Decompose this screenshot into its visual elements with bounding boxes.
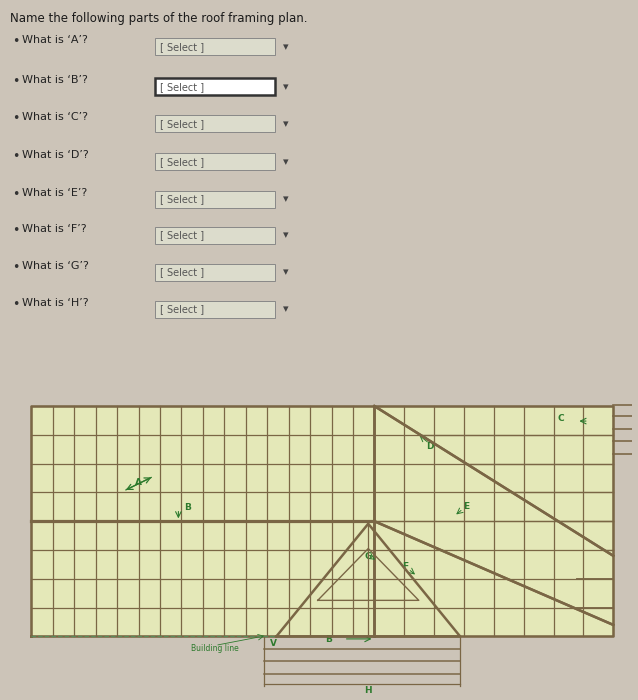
Text: A: A xyxy=(135,478,142,487)
Text: Building line: Building line xyxy=(191,645,239,653)
Text: What is ‘D’?: What is ‘D’? xyxy=(22,150,89,160)
Text: B: B xyxy=(184,503,191,512)
Text: ▾: ▾ xyxy=(283,41,288,52)
Text: •: • xyxy=(12,223,19,237)
Text: •: • xyxy=(12,260,19,274)
Text: •: • xyxy=(12,188,19,200)
Text: What is ‘H’?: What is ‘H’? xyxy=(22,298,89,308)
Text: [ Select ]: [ Select ] xyxy=(160,230,204,240)
Bar xyxy=(155,78,275,95)
Text: [ Select ]: [ Select ] xyxy=(160,82,204,92)
Bar xyxy=(155,227,275,244)
Text: What is ‘E’?: What is ‘E’? xyxy=(22,188,87,197)
Text: E: E xyxy=(463,502,470,511)
Text: [ Select ]: [ Select ] xyxy=(160,41,204,52)
Text: •: • xyxy=(12,75,19,88)
Text: •: • xyxy=(12,35,19,48)
Text: [ Select ]: [ Select ] xyxy=(160,157,204,167)
Text: What is ‘G’?: What is ‘G’? xyxy=(22,260,89,271)
Bar xyxy=(375,406,613,636)
Text: •: • xyxy=(12,298,19,311)
Text: H: H xyxy=(364,686,372,695)
Bar xyxy=(155,264,275,281)
Bar xyxy=(155,38,275,55)
Bar xyxy=(155,190,275,208)
Text: What is ‘C’?: What is ‘C’? xyxy=(22,112,88,122)
Text: What is ‘F’?: What is ‘F’? xyxy=(22,223,87,234)
Text: [ Select ]: [ Select ] xyxy=(160,119,204,129)
Bar xyxy=(31,406,375,636)
Text: [ Select ]: [ Select ] xyxy=(160,194,204,204)
Text: G: G xyxy=(364,552,372,561)
Text: What is ‘A’?: What is ‘A’? xyxy=(22,35,88,45)
Text: V: V xyxy=(270,639,277,648)
Text: What is ‘B’?: What is ‘B’? xyxy=(22,75,88,85)
Text: •: • xyxy=(12,112,19,125)
Text: ▾: ▾ xyxy=(283,82,288,92)
Bar xyxy=(155,301,275,318)
Text: ▾: ▾ xyxy=(283,267,288,277)
Text: B: B xyxy=(325,636,332,645)
Bar xyxy=(155,116,275,132)
Text: ▾: ▾ xyxy=(283,157,288,167)
Text: ▾: ▾ xyxy=(283,194,288,204)
Text: ▾: ▾ xyxy=(283,304,288,314)
Text: D: D xyxy=(426,442,433,451)
Text: F: F xyxy=(402,562,408,570)
Text: Name the following parts of the roof framing plan.: Name the following parts of the roof fra… xyxy=(10,12,308,25)
Bar xyxy=(155,153,275,171)
Text: ▾: ▾ xyxy=(283,119,288,129)
Text: •: • xyxy=(12,150,19,163)
Text: ▾: ▾ xyxy=(283,230,288,240)
Text: C: C xyxy=(558,414,564,423)
Text: [ Select ]: [ Select ] xyxy=(160,304,204,314)
Text: [ Select ]: [ Select ] xyxy=(160,267,204,277)
